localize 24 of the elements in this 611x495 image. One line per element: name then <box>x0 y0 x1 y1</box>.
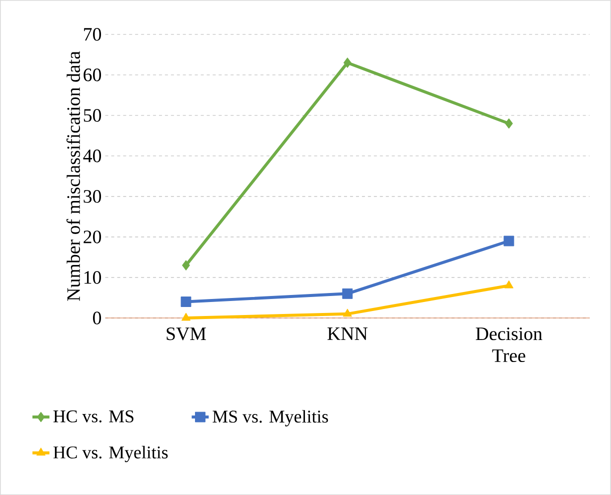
point <box>180 296 192 307</box>
point <box>343 57 352 68</box>
y-tick-label: 0 <box>93 312 102 324</box>
point <box>342 308 352 317</box>
point <box>504 280 514 288</box>
point <box>181 312 191 321</box>
y-tick-label: 10 <box>84 271 102 284</box>
point <box>504 236 514 246</box>
point <box>342 288 353 299</box>
x-tick-label: KNN <box>328 327 368 340</box>
point <box>504 118 513 129</box>
y-tick-label: 40 <box>83 149 102 162</box>
y-axis-title: Number of misclassification data <box>66 51 80 301</box>
x-tick-label: SVM <box>166 327 206 340</box>
y-tick-label: 20 <box>84 230 102 244</box>
y-tick-label: 30 <box>84 190 102 203</box>
x-tick-label: Decision Tree <box>476 327 542 362</box>
legend-label: HC vs. Myelitis <box>53 446 168 462</box>
y-tick-label: 60 <box>84 68 102 82</box>
point <box>182 260 190 270</box>
y-tick-label: 50 <box>84 108 102 122</box>
legend-label: MS vs. Myelitis <box>212 410 328 426</box>
y-tick-label: 70 <box>84 28 102 41</box>
legend-label: HC vs. MS <box>53 410 134 422</box>
